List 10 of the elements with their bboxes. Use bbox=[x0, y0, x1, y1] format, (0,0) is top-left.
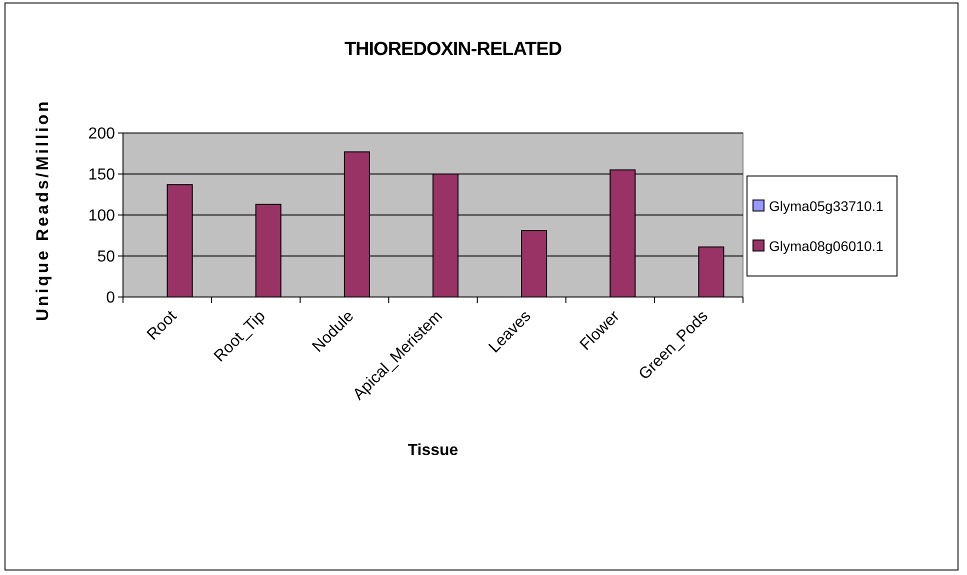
legend-label: Glyma08g06010.1 bbox=[769, 238, 884, 254]
y-tick-label: 100 bbox=[88, 208, 116, 225]
y-tick-label: 0 bbox=[106, 290, 116, 307]
y-tick-label: 200 bbox=[88, 126, 116, 143]
y-tick-label: 150 bbox=[88, 166, 116, 184]
x-axis-title: Tissue bbox=[408, 442, 458, 459]
legend-label: Glyma05g33710.1 bbox=[769, 198, 884, 214]
y-axis-title: Unique Reads/Million bbox=[33, 99, 52, 321]
chart-title: THIOREDOXIN-RELATED bbox=[344, 39, 562, 60]
y-tick-label: 50 bbox=[97, 248, 116, 266]
